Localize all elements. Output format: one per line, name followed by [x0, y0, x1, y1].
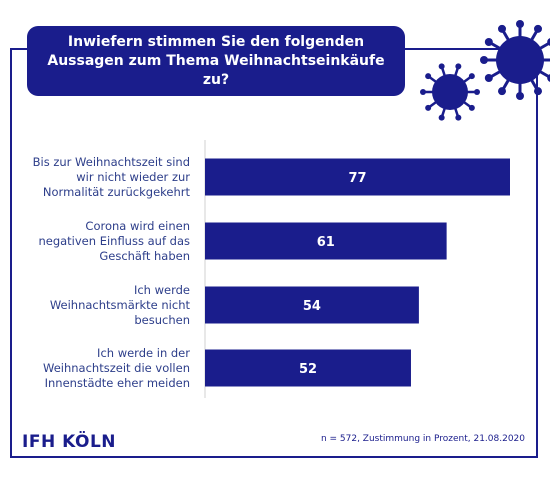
virus-icon-small [420, 63, 480, 121]
bar [205, 222, 447, 260]
bar-value-label: 61 [317, 235, 335, 250]
ifh-logo: IFH KÖLN [22, 432, 117, 452]
category-label: besuchen [134, 313, 190, 327]
category-label: negativen Einfluss auf das [38, 234, 190, 248]
category-label: Innenstädte eher meiden [45, 376, 190, 390]
bar [205, 349, 411, 387]
category-label: Corona wird einen [85, 219, 190, 233]
category-label: Ich werde in der [97, 346, 190, 360]
category-label: Weihnachtsmärkte nicht [50, 298, 191, 312]
category-label: wir nicht wieder zur [76, 170, 190, 184]
category-label: Weihnachtszeit die vollen [43, 361, 190, 375]
bar-value-label: 77 [348, 171, 366, 186]
bar [205, 286, 419, 324]
virus-icon-large [480, 20, 550, 100]
bar-value-label: 52 [299, 362, 317, 377]
bar-value-label: 54 [303, 299, 321, 314]
category-label: Bis zur Weihnachtszeit sind [33, 155, 190, 169]
footnote: n = 572, Zustimmung in Prozent, 21.08.20… [320, 434, 525, 444]
bar [205, 158, 510, 196]
category-label: Ich werde [134, 283, 190, 297]
category-label: Normalität zurückgekehrt [43, 185, 191, 199]
category-label: Geschäft haben [99, 249, 190, 263]
chart-title: Inwiefern stimmen Sie den folgenden Auss… [27, 26, 405, 96]
